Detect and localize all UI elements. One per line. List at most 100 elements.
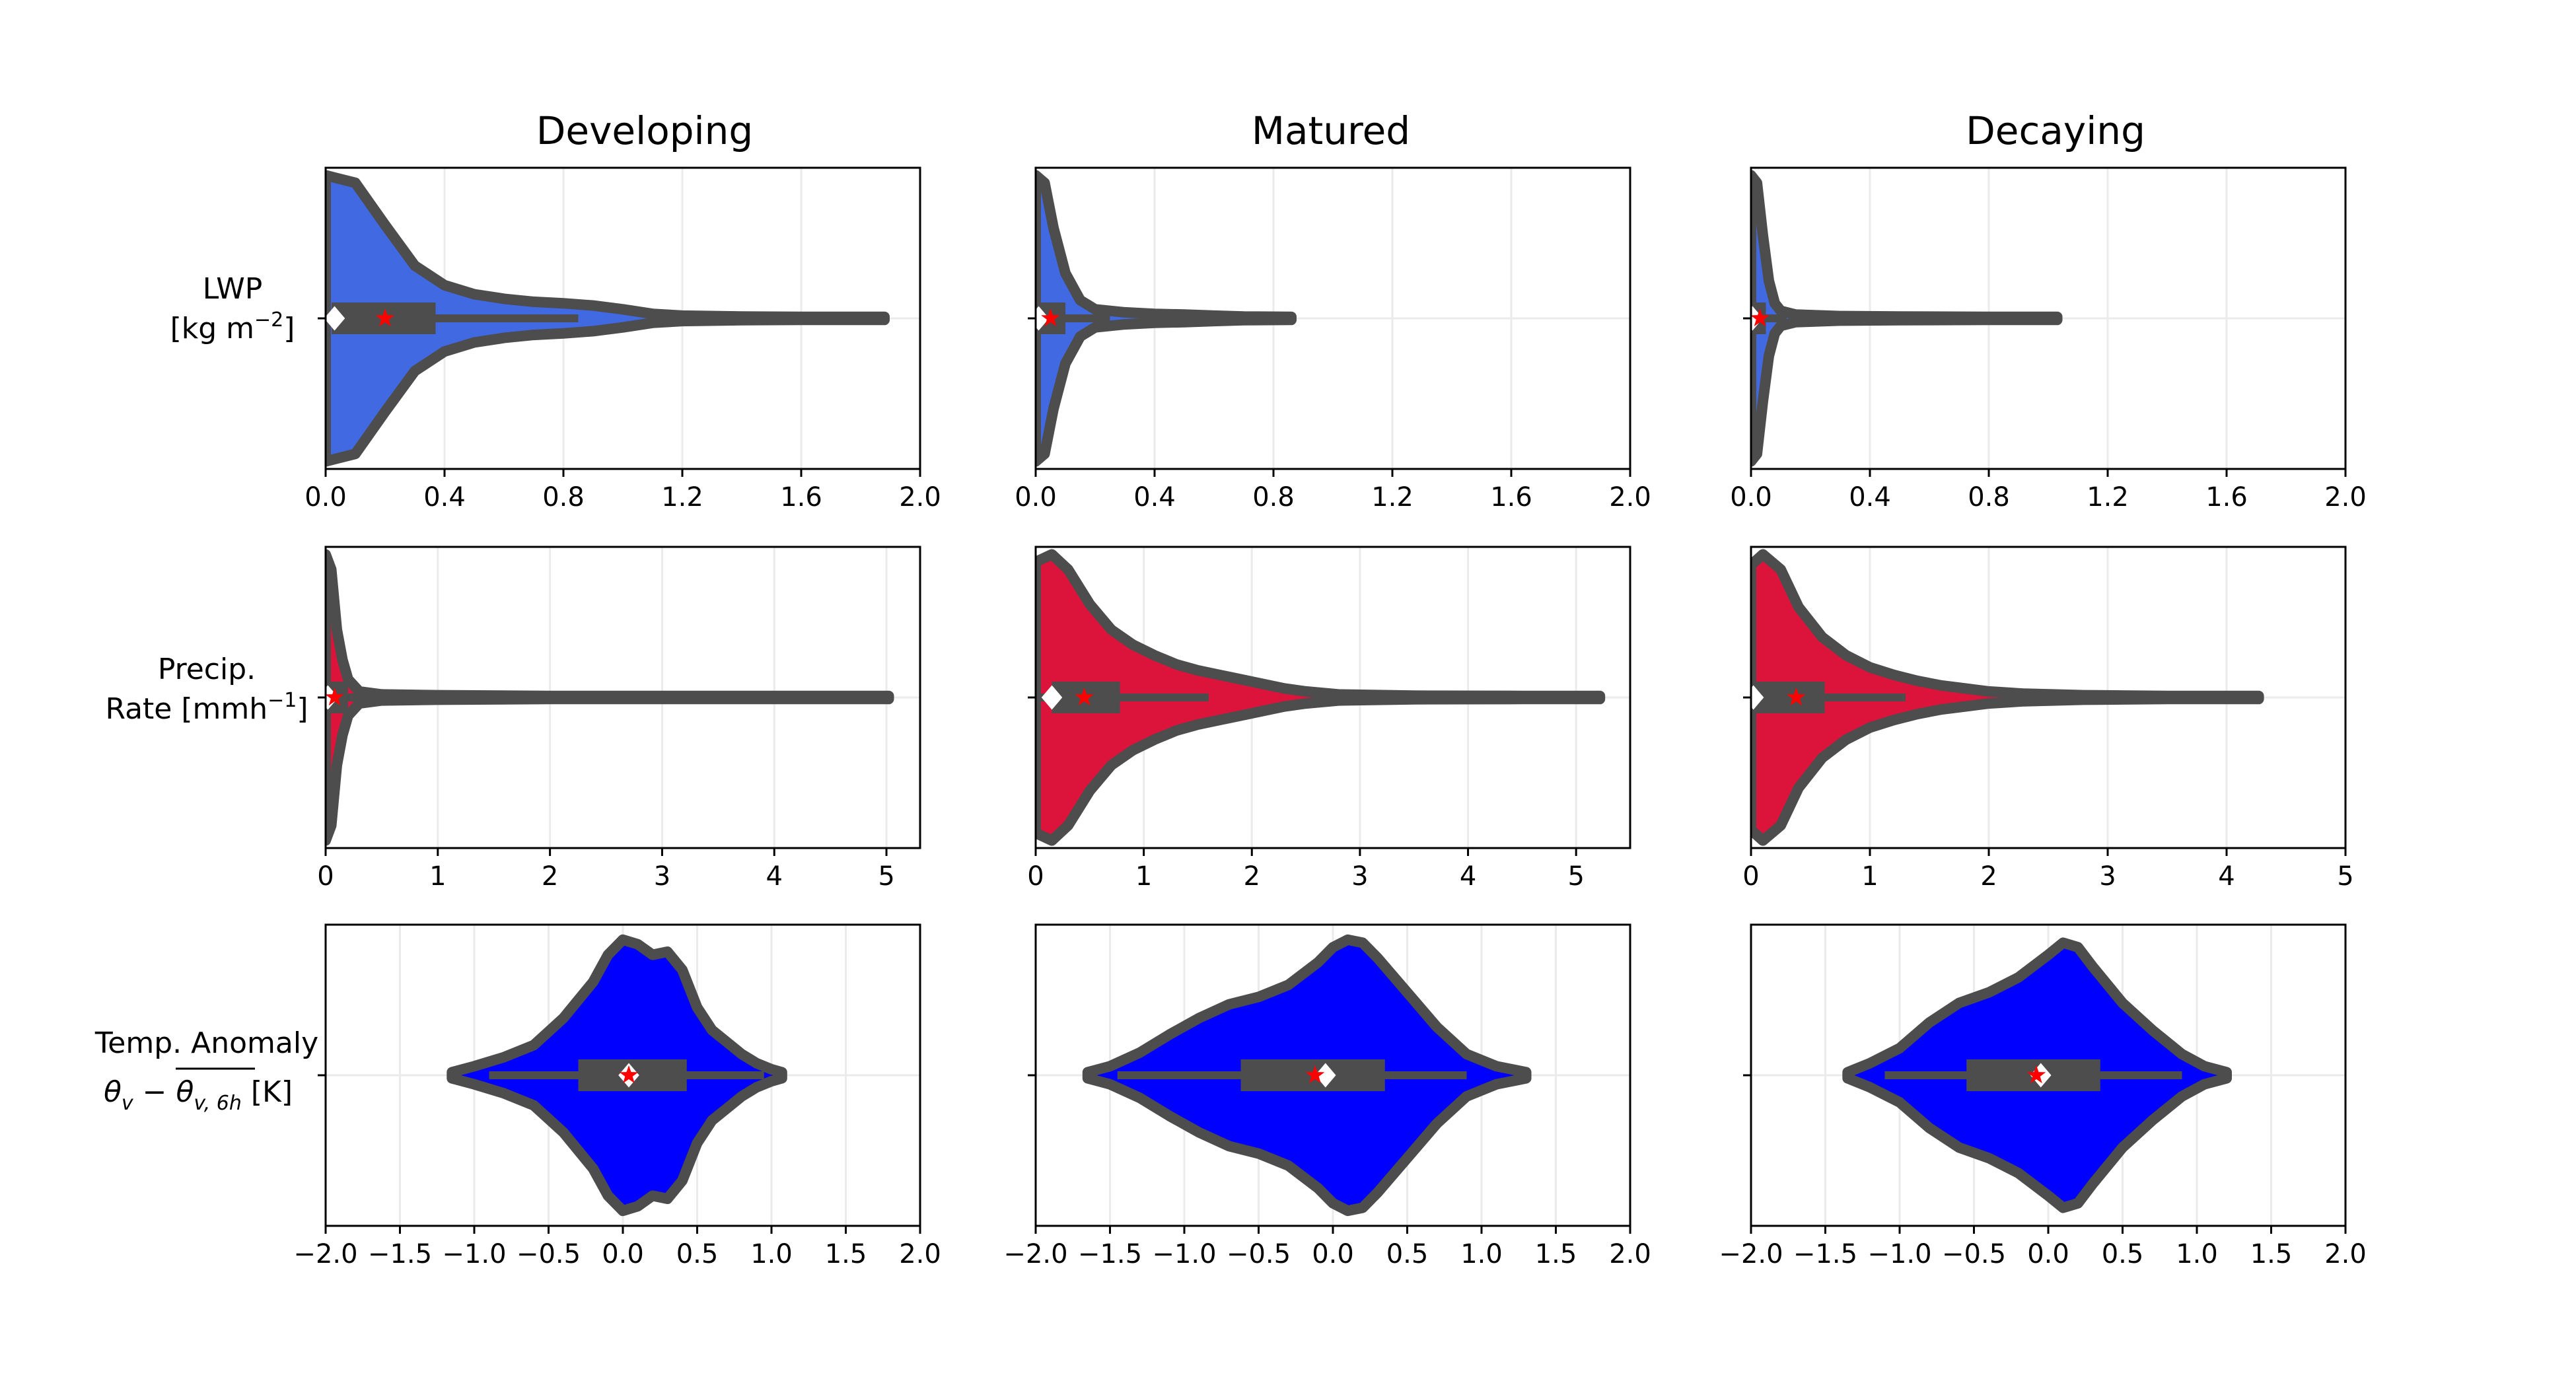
violin-body	[326, 549, 894, 846]
x-tick-label: 0	[1742, 861, 1759, 892]
median-marker	[1041, 685, 1063, 710]
row-label-lwp: LWP [kg m−2]	[170, 272, 295, 345]
median-marker	[1751, 685, 1764, 710]
panels: 0.0 0.4 0.8 1.2 1.6 2.0 0.0 0.4 0.8 1.2 1.6 2.0 0.0 0…	[293, 166, 2367, 1269]
x-tick-label: 1.5	[825, 1239, 867, 1269]
row-label-precip-line2: Rate [mmh−1]	[105, 689, 308, 726]
x-tick-label: 1.5	[1535, 1239, 1577, 1269]
column-title-developing: Developing	[536, 108, 753, 153]
mean-marker	[1041, 308, 1060, 327]
column-title-decaying: Decaying	[1966, 108, 2145, 153]
row-label-lwp-line1: LWP	[203, 272, 263, 306]
mean-marker	[2026, 1065, 2046, 1084]
x-tick-label: 2.0	[1609, 482, 1651, 513]
panel-temp-matured: −2.0 −1.5 −1.0 −0.5 0.0 0.5 1.0 1.5 2.0	[1003, 923, 1651, 1269]
x-tick-label: 1	[429, 861, 446, 892]
x-tick-label: 0	[317, 861, 334, 892]
x-tick-label: 0.5	[2102, 1239, 2144, 1269]
median-marker	[1314, 1063, 1336, 1088]
x-tick-label: 1.5	[2250, 1239, 2293, 1269]
x-tick-label: 2	[1980, 861, 1997, 892]
x-tick-label: −1.0	[1867, 1239, 1931, 1269]
column-title-matured: Matured	[1252, 108, 1410, 153]
x-tick-label: −2.0	[1719, 1239, 1783, 1269]
panel-precip-developing: 0 1 2 3 4 5	[317, 546, 921, 892]
row-label-temp: Temp. Anomaly θv − θv, 6h [K]	[94, 1026, 318, 1115]
x-tick-label: 1	[1135, 861, 1152, 892]
x-tick-label: 4	[2218, 861, 2235, 892]
x-tick-label: 5	[1567, 861, 1584, 892]
mean-marker	[326, 688, 344, 706]
violin-iqr-box	[1753, 682, 1825, 713]
x-tick-label: 1.0	[2176, 1239, 2218, 1269]
x-tick-label: −2.0	[293, 1239, 357, 1269]
x-tick-label: −0.5	[1227, 1239, 1291, 1269]
x-tick-label: 0.0	[1312, 1239, 1354, 1269]
x-tick-label: 0.5	[676, 1239, 719, 1269]
panel-temp-developing: −2.0 −1.5 −1.0 −0.5 0.0 0.5 1.0 1.5 2.0	[293, 923, 941, 1269]
x-tick-label: 3	[654, 861, 670, 892]
panel-precip-decaying: 0 1 2 3 4 5	[1742, 546, 2354, 892]
mean-marker	[1751, 308, 1770, 327]
x-tick-label: −0.5	[1942, 1239, 2006, 1269]
x-tick-label: 1.6	[2205, 482, 2248, 513]
mean-marker	[619, 1065, 639, 1084]
x-tick-label: 3	[1351, 861, 1368, 892]
x-tick-label: 1.2	[661, 482, 703, 513]
violin-body	[1751, 549, 2264, 846]
x-tick-label: 1.2	[1371, 482, 1413, 513]
x-tick-label: −1.5	[1078, 1239, 1142, 1269]
x-tick-label: −1.0	[442, 1239, 506, 1269]
x-tick-label: 2.0	[2324, 1239, 2367, 1269]
x-tick-label: 0.4	[1133, 482, 1176, 513]
x-tick-label: 0	[1027, 861, 1044, 892]
x-tick-label: 1.0	[750, 1239, 793, 1269]
x-tick-label: 0.4	[1849, 482, 1891, 513]
mean-marker	[1075, 688, 1094, 706]
x-tick-label: 0.0	[2027, 1239, 2069, 1269]
x-tick-label: 0.4	[423, 482, 466, 513]
mean-marker	[375, 308, 395, 327]
row-label-precip: Precip. Rate [mmh−1]	[105, 653, 308, 726]
x-tick-label: 5	[878, 861, 894, 892]
x-tick-label: 0.8	[1252, 482, 1295, 513]
mean-marker	[1787, 688, 1806, 706]
x-tick-label: 2.0	[2324, 482, 2367, 513]
x-tick-label: −2.0	[1003, 1239, 1067, 1269]
x-tick-label: 0.0	[1730, 482, 1772, 513]
x-tick-label: −1.5	[1793, 1239, 1857, 1269]
row-label-precip-line1: Precip.	[158, 653, 256, 686]
x-tick-label: −1.0	[1152, 1239, 1216, 1269]
x-tick-label: 1.0	[1460, 1239, 1503, 1269]
x-tick-label: 1.6	[1490, 482, 1532, 513]
x-tick-label: 0.0	[602, 1239, 644, 1269]
x-tick-label: 2.0	[1609, 1239, 1651, 1269]
x-tick-label: 0.0	[1015, 482, 1057, 513]
x-tick-label: 4	[766, 861, 783, 892]
x-tick-label: 1.6	[780, 482, 822, 513]
panel-temp-decaying: −2.0 −1.5 −1.0 −0.5 0.0 0.5 1.0 1.5 2.0	[1719, 923, 2367, 1269]
row-label-temp-line2: θv − θv, 6h [K]	[104, 1075, 293, 1115]
panel-lwp-matured: 0.0 0.4 0.8 1.2 1.6 2.0	[1015, 166, 1651, 513]
x-tick-label: 1	[1861, 861, 1878, 892]
panel-lwp-developing: 0.0 0.4 0.8 1.2 1.6 2.0	[304, 166, 941, 513]
median-marker	[1036, 306, 1050, 331]
x-tick-label: 2.0	[899, 482, 941, 513]
x-tick-label: 5	[2337, 861, 2353, 892]
violin-body	[1036, 549, 1606, 846]
x-tick-label: −1.5	[368, 1239, 432, 1269]
violin-body	[1751, 170, 2063, 467]
median-marker	[326, 306, 345, 331]
row-label-temp-line1: Temp. Anomaly	[94, 1026, 318, 1060]
x-tick-label: 2	[1244, 861, 1260, 892]
x-tick-label: 3	[2099, 861, 2116, 892]
panel-precip-matured: 0 1 2 3 4 5	[1027, 546, 1631, 892]
mean-marker	[1305, 1065, 1325, 1084]
x-tick-label: 1.2	[2087, 482, 2129, 513]
x-tick-label: 0.0	[304, 482, 347, 513]
panel-lwp-decaying: 0.0 0.4 0.8 1.2 1.6 2.0	[1730, 166, 2367, 513]
violin-body	[1036, 170, 1297, 467]
x-tick-label: 2	[542, 861, 558, 892]
row-label-lwp-line2: [kg m−2]	[170, 308, 295, 345]
